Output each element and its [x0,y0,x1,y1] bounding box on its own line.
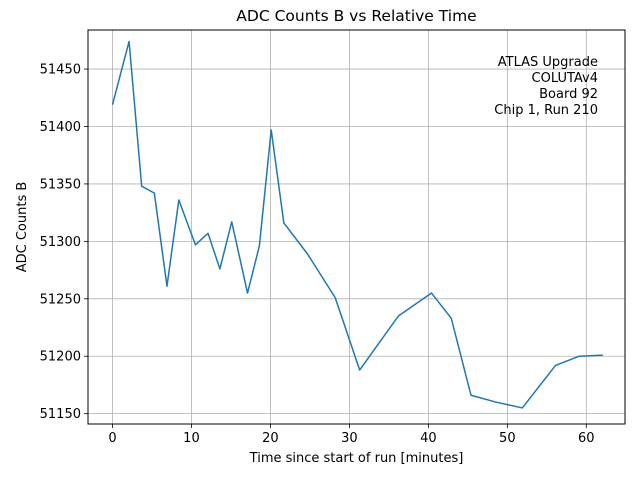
annotation-line: Board 92 [539,87,598,102]
plot-line-group [111,40,603,409]
annotation-box: ATLAS Upgrade COLUTAv4 Board 92 Chip 1, … [494,55,598,118]
annotation-line: COLUTAv4 [532,71,598,86]
x-tick-label: 10 [183,431,200,446]
x-axis-label: Time since start of run [minutes] [249,451,464,466]
x-tick-label: 20 [262,431,279,446]
grid [88,30,625,424]
y-tick-label: 51250 [40,292,81,307]
annotation-line: Chip 1, Run 210 [494,103,598,118]
x-tick-label: 40 [420,431,437,446]
chart-title: ADC Counts B vs Relative Time [236,7,476,25]
y-tick-label: 51300 [40,235,81,250]
x-tick-label: 60 [578,431,595,446]
y-tick-label: 51150 [40,407,81,422]
x-tick-label: 0 [108,431,116,446]
series-line [111,40,603,409]
annotation-line: ATLAS Upgrade [498,55,598,70]
ticks: 0 10 20 30 40 50 60 51150 51200 51250 51300 51350 51… [40,63,595,446]
y-axis-label: ADC Counts B [15,182,30,273]
y-tick-label: 51400 [40,120,81,135]
y-tick-label: 51350 [40,177,81,192]
x-tick-label: 50 [499,431,516,446]
y-tick-label: 51200 [40,350,81,365]
x-tick-label: 30 [341,431,358,446]
plot-frame [87,29,626,425]
y-tick-label: 51450 [40,63,81,78]
